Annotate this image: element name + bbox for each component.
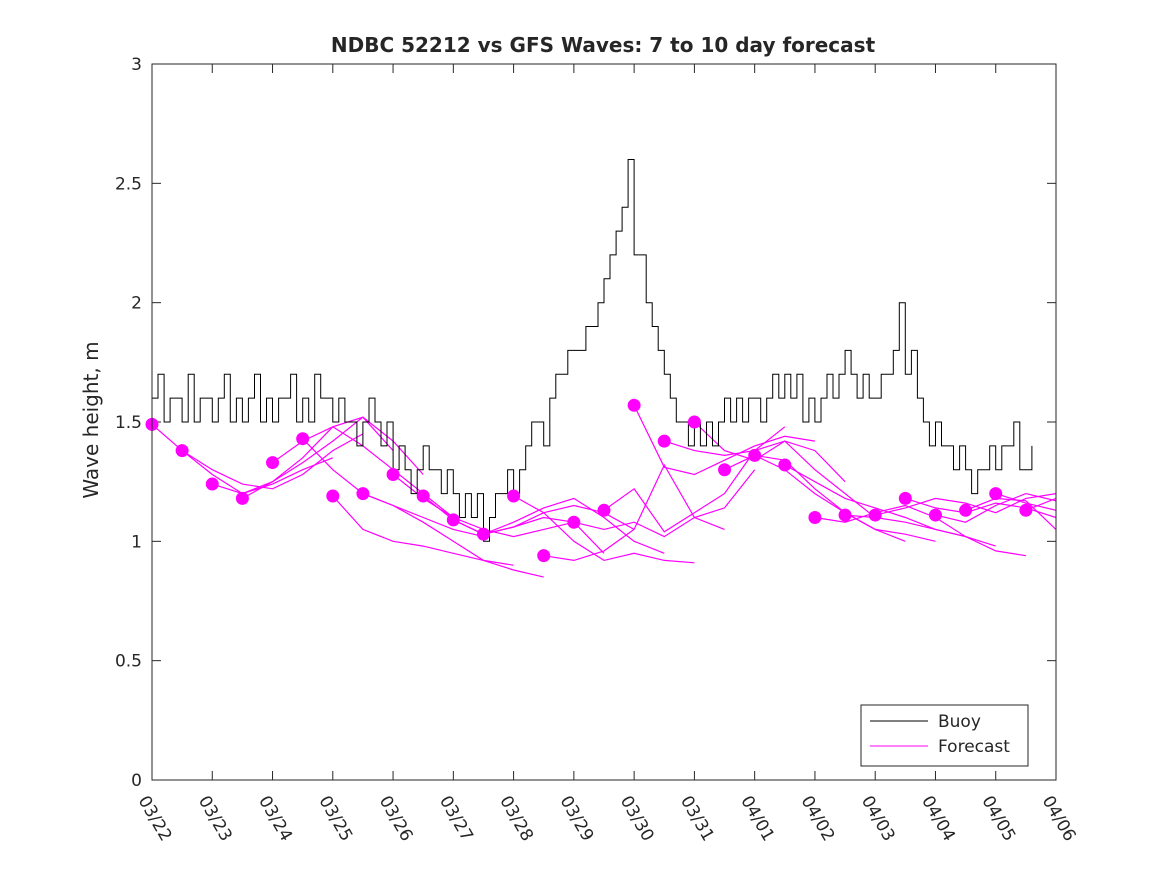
forecast-marker — [537, 549, 551, 563]
forecast-marker — [778, 458, 792, 472]
forecast-marker — [567, 515, 581, 529]
forecast-marker — [868, 508, 882, 522]
forecast-run-line — [875, 493, 1056, 516]
legend-buoy-label: Buoy — [938, 712, 981, 732]
forecast-marker — [838, 508, 852, 522]
forecast-marker — [928, 508, 942, 522]
forecast-run-line — [513, 495, 695, 564]
buoy-line — [152, 159, 1033, 542]
forecast-run-line — [362, 493, 544, 578]
forecast-marker — [808, 510, 822, 524]
forecast-marker — [687, 415, 701, 429]
forecast-marker — [627, 398, 641, 412]
forecast-marker — [326, 489, 340, 503]
forecast-run-line — [965, 497, 1056, 530]
forecast-marker — [476, 527, 490, 541]
forecast-marker — [296, 432, 310, 446]
y-tick-label: 2.5 — [115, 174, 142, 194]
forecast-marker — [416, 489, 430, 503]
y-tick-labels: 0 0.5 1 1.5 2 2.5 3 — [115, 55, 142, 791]
chart-title: NDBC 52212 vs GFS Waves: 7 to 10 day for… — [331, 33, 876, 57]
forecast-run-line — [995, 493, 1056, 511]
forecast-marker — [597, 503, 611, 517]
buoy-series — [152, 159, 1033, 542]
legend: Buoy Forecast — [860, 704, 1029, 767]
forecast-marker — [386, 468, 400, 482]
forecast-marker — [266, 456, 280, 470]
y-tick-label: 0 — [131, 771, 142, 791]
forecast-run-line — [483, 497, 665, 554]
forecast-marker — [205, 477, 219, 491]
forecast-marker — [748, 448, 762, 462]
forecast-marker — [235, 491, 249, 505]
legend-box — [860, 704, 1029, 767]
forecast-run-line — [573, 469, 756, 538]
forecast-run-line — [633, 405, 815, 476]
forecast-marker — [898, 491, 912, 505]
forecast-marker — [989, 487, 1003, 501]
forecast-marker — [1019, 503, 1033, 517]
y-tick-label: 1 — [131, 532, 142, 552]
y-tick-label: 0.5 — [115, 652, 142, 672]
forecast-marker — [175, 444, 189, 458]
forecast-run-line — [181, 433, 364, 490]
forecast-run-line — [693, 421, 876, 518]
forecast-run-line — [935, 492, 1056, 523]
y-axis-label: Wave height, m — [79, 341, 103, 498]
forecast-marker — [657, 434, 671, 448]
forecast-marker — [718, 463, 732, 477]
legend-forecast-label: Forecast — [938, 737, 1010, 757]
y-tick-label: 3 — [131, 55, 142, 75]
plot-frame — [151, 63, 1057, 781]
forecast-markers — [145, 398, 1033, 563]
y-tick-label: 2 — [131, 294, 142, 314]
forecast-marker — [446, 513, 460, 527]
axis-ticks — [151, 63, 1057, 781]
y-tick-label: 1.5 — [115, 413, 142, 433]
forecast-marker — [959, 503, 973, 517]
forecast-marker — [356, 487, 370, 501]
plot-area — [152, 64, 1056, 780]
forecast-marker — [507, 489, 521, 503]
